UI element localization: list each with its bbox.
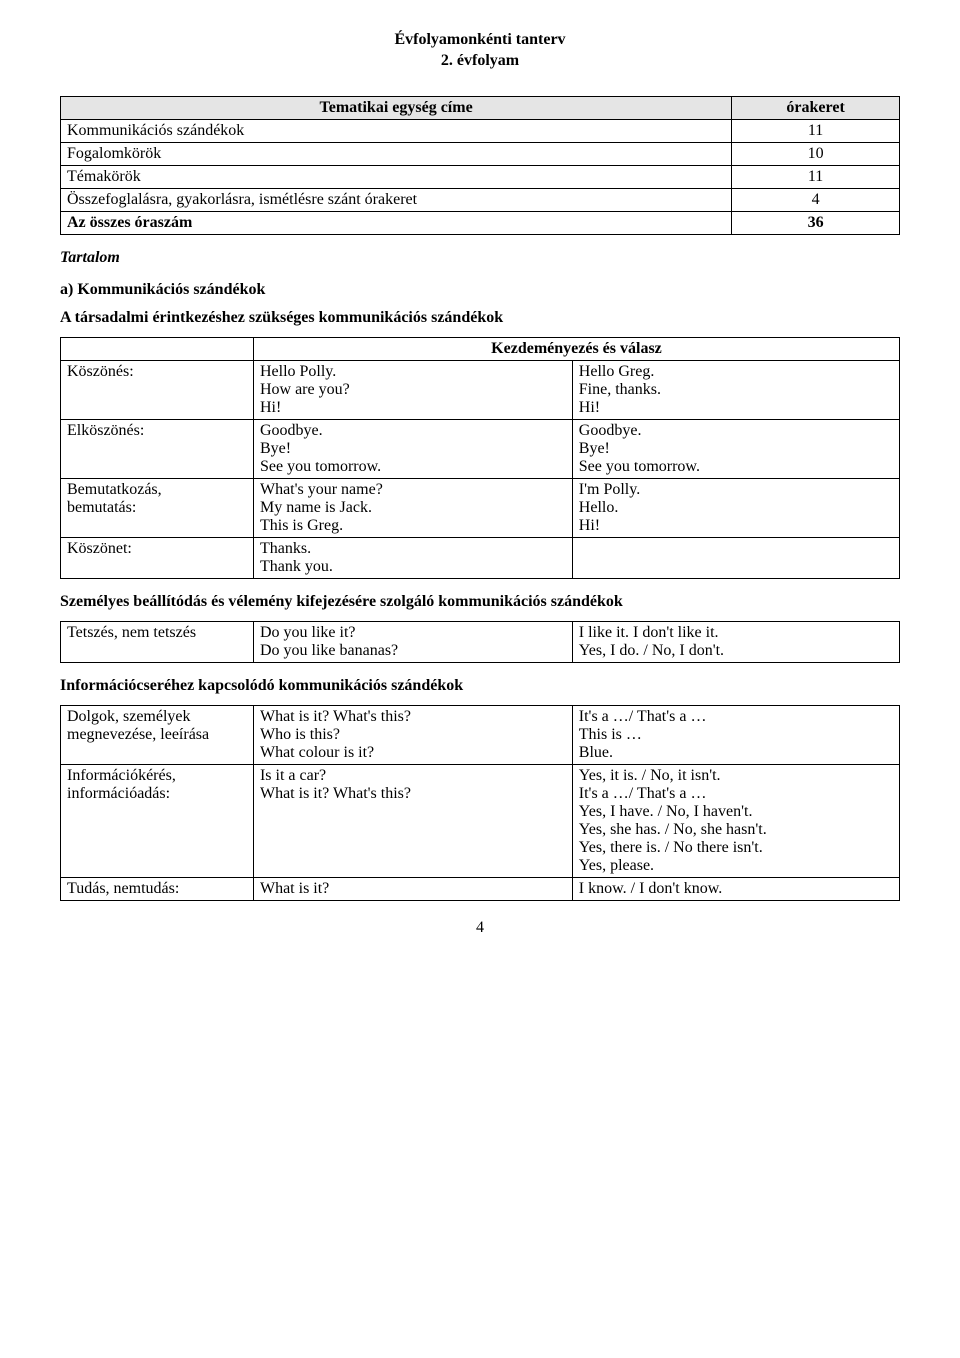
cell-label: Tudás, nemtudás:: [61, 877, 254, 900]
cell-init: Is it a car? What is it? What's this?: [253, 764, 572, 877]
subsection-2-heading: Személyes beállítódás és vélemény kifeje…: [60, 593, 900, 611]
page-number: 4: [60, 919, 900, 937]
table-row: Tudás, nemtudás: What is it? I know. / I…: [61, 877, 900, 900]
overview-row-val: 11: [732, 119, 900, 142]
cell-init: Hello Polly. How are you? Hi!: [253, 360, 572, 419]
cell-resp: [572, 537, 899, 578]
overview-header-right: órakeret: [732, 96, 900, 119]
tartalom-label: Tartalom: [60, 249, 900, 267]
table-row: Fogalomkörök 10: [61, 142, 900, 165]
table-row: Az összes óraszám 36: [61, 211, 900, 234]
sub2-table: Tetszés, nem tetszés Do you like it? Do …: [60, 621, 900, 663]
overview-row-val: 10: [732, 142, 900, 165]
table-row: Témakörök 11: [61, 165, 900, 188]
overview-row-val: 36: [732, 211, 900, 234]
table-row: Dolgok, személyek megnevezése, leeírása …: [61, 705, 900, 764]
table-row: Tetszés, nem tetszés Do you like it? Do …: [61, 621, 900, 662]
cell-label: Köszönés:: [61, 360, 254, 419]
overview-row-val: 4: [732, 188, 900, 211]
title-line-2: 2. évfolyam: [60, 51, 900, 72]
overview-row-label: Összefoglalásra, gyakorlásra, ismétlésre…: [61, 188, 732, 211]
table-row: Köszönés: Hello Polly. How are you? Hi! …: [61, 360, 900, 419]
cell-label: Bemutatkozás, bemutatás:: [61, 478, 254, 537]
cell-resp: I'm Polly. Hello. Hi!: [572, 478, 899, 537]
overview-row-val: 11: [732, 165, 900, 188]
page-title-block: Évfolyamonkénti tanterv 2. évfolyam: [60, 30, 900, 72]
cell-resp: It's a …/ That's a … This is … Blue.: [572, 705, 899, 764]
sub1-header-empty: [61, 337, 254, 360]
table-row: Elköszönés: Goodbye. Bye! See you tomorr…: [61, 419, 900, 478]
cell-resp: Hello Greg. Fine, thanks. Hi!: [572, 360, 899, 419]
cell-init: What's your name? My name is Jack. This …: [253, 478, 572, 537]
table-row: Összefoglalásra, gyakorlásra, ismétlésre…: [61, 188, 900, 211]
cell-label: Elköszönés:: [61, 419, 254, 478]
cell-resp: I know. / I don't know.: [572, 877, 899, 900]
cell-label: Információkérés, információadás:: [61, 764, 254, 877]
cell-label: Dolgok, személyek megnevezése, leeírása: [61, 705, 254, 764]
subsection-3-heading: Információcseréhez kapcsolódó kommunikác…: [60, 677, 900, 695]
cell-label: Tetszés, nem tetszés: [61, 621, 254, 662]
table-row: Bemutatkozás, bemutatás: What's your nam…: [61, 478, 900, 537]
cell-init: Do you like it? Do you like bananas?: [253, 621, 572, 662]
cell-init: Goodbye. Bye! See you tomorrow.: [253, 419, 572, 478]
cell-init: Thanks. Thank you.: [253, 537, 572, 578]
cell-init: What is it? What's this? Who is this? Wh…: [253, 705, 572, 764]
table-row: Információkérés, információadás: Is it a…: [61, 764, 900, 877]
sub1-header: Kezdeményezés és válasz: [253, 337, 899, 360]
subsection-1-heading: A társadalmi érintkezéshez szükséges kom…: [60, 309, 900, 327]
cell-init: What is it?: [253, 877, 572, 900]
sub1-table: Kezdeményezés és válasz Köszönés: Hello …: [60, 337, 900, 579]
cell-resp: Yes, it is. / No, it isn't. It's a …/ Th…: [572, 764, 899, 877]
sub3-table: Dolgok, személyek megnevezése, leeírása …: [60, 705, 900, 901]
section-a-heading: a) Kommunikációs szándékok: [60, 281, 900, 299]
table-row: Kommunikációs szándékok 11: [61, 119, 900, 142]
title-line-1: Évfolyamonkénti tanterv: [60, 30, 900, 51]
overview-row-label: Az összes óraszám: [61, 211, 732, 234]
overview-row-label: Témakörök: [61, 165, 732, 188]
overview-header-left: Tematikai egység címe: [61, 96, 732, 119]
cell-label: Köszönet:: [61, 537, 254, 578]
overview-row-label: Kommunikációs szándékok: [61, 119, 732, 142]
table-row: Köszönet: Thanks. Thank you.: [61, 537, 900, 578]
overview-table: Tematikai egység címe órakeret Kommuniká…: [60, 96, 900, 235]
cell-resp: Goodbye. Bye! See you tomorrow.: [572, 419, 899, 478]
overview-row-label: Fogalomkörök: [61, 142, 732, 165]
cell-resp: I like it. I don't like it. Yes, I do. /…: [572, 621, 899, 662]
